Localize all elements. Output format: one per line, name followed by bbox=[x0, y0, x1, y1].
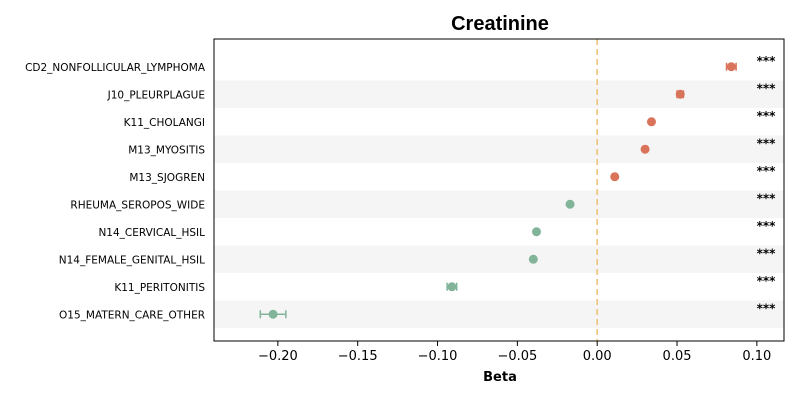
x-tick-label: 0.00 bbox=[583, 349, 612, 364]
y-tick-label: RHEUMA_SEROPOS_WIDE bbox=[70, 199, 205, 211]
significance-label: *** bbox=[757, 54, 777, 68]
data-point bbox=[532, 227, 542, 237]
significance-label: *** bbox=[757, 164, 777, 178]
row-shade bbox=[214, 190, 784, 218]
y-axis-labels: CD2_NONFOLLICULAR_LYMPHOMA J10_PLEURPLAGU… bbox=[25, 62, 206, 322]
significance-label: *** bbox=[757, 81, 777, 95]
y-tick-label: N14_FEMALE_GENITAL_HSIL bbox=[59, 254, 205, 266]
row-shading bbox=[214, 80, 784, 328]
x-tick-label: 0.10 bbox=[742, 349, 771, 364]
data-point bbox=[447, 282, 457, 292]
data-point bbox=[268, 309, 278, 319]
data-point bbox=[675, 89, 685, 99]
data-point bbox=[528, 254, 538, 264]
y-tick-label: M13_MYOSITIS bbox=[128, 144, 205, 156]
plot-frame bbox=[213, 38, 785, 342]
data-point bbox=[640, 144, 650, 154]
significance-label: *** bbox=[757, 109, 777, 123]
x-tick-label: −0.10 bbox=[418, 349, 458, 364]
significance-label: *** bbox=[757, 219, 777, 233]
y-tick-label: N14_CERVICAL_HSIL bbox=[98, 227, 205, 239]
y-tick-label: O15_MATERN_CARE_OTHER bbox=[59, 309, 205, 321]
x-tick-label: 0.05 bbox=[663, 349, 692, 364]
row-shade bbox=[214, 80, 784, 108]
row-shade bbox=[214, 135, 784, 163]
significance-label: *** bbox=[757, 136, 777, 150]
row-shade bbox=[214, 300, 784, 328]
significance-label: *** bbox=[757, 274, 777, 288]
data-points bbox=[259, 62, 737, 319]
data-point bbox=[565, 199, 575, 209]
chart-title: Creatinine bbox=[451, 13, 549, 35]
significance-label: *** bbox=[757, 301, 777, 315]
y-tick-label: K11_PERITONITIS bbox=[114, 282, 205, 294]
y-tick-label: K11_CHOLANGI bbox=[124, 117, 205, 129]
significance-label: *** bbox=[757, 246, 777, 260]
x-axis-label: Beta bbox=[483, 370, 517, 385]
x-tick-label: −0.05 bbox=[497, 349, 537, 364]
data-point bbox=[726, 62, 736, 72]
data-point bbox=[646, 117, 656, 127]
significance-label: *** bbox=[757, 191, 777, 205]
y-tick-label: J10_PLEURPLAGUE bbox=[107, 89, 205, 101]
x-axis: −0.20 −0.15 −0.10 −0.05 0.00 0.05 0.10 bbox=[258, 341, 771, 364]
significance-labels: *** *** *** *** *** *** *** *** *** *** bbox=[757, 54, 777, 316]
x-tick-label: −0.15 bbox=[338, 349, 378, 364]
y-tick-label: M13_SJOGREN bbox=[129, 172, 205, 184]
y-tick-label: CD2_NONFOLLICULAR_LYMPHOMA bbox=[25, 62, 206, 74]
row-shade bbox=[214, 245, 784, 273]
data-point bbox=[610, 172, 620, 182]
x-tick-label: −0.20 bbox=[258, 349, 298, 364]
